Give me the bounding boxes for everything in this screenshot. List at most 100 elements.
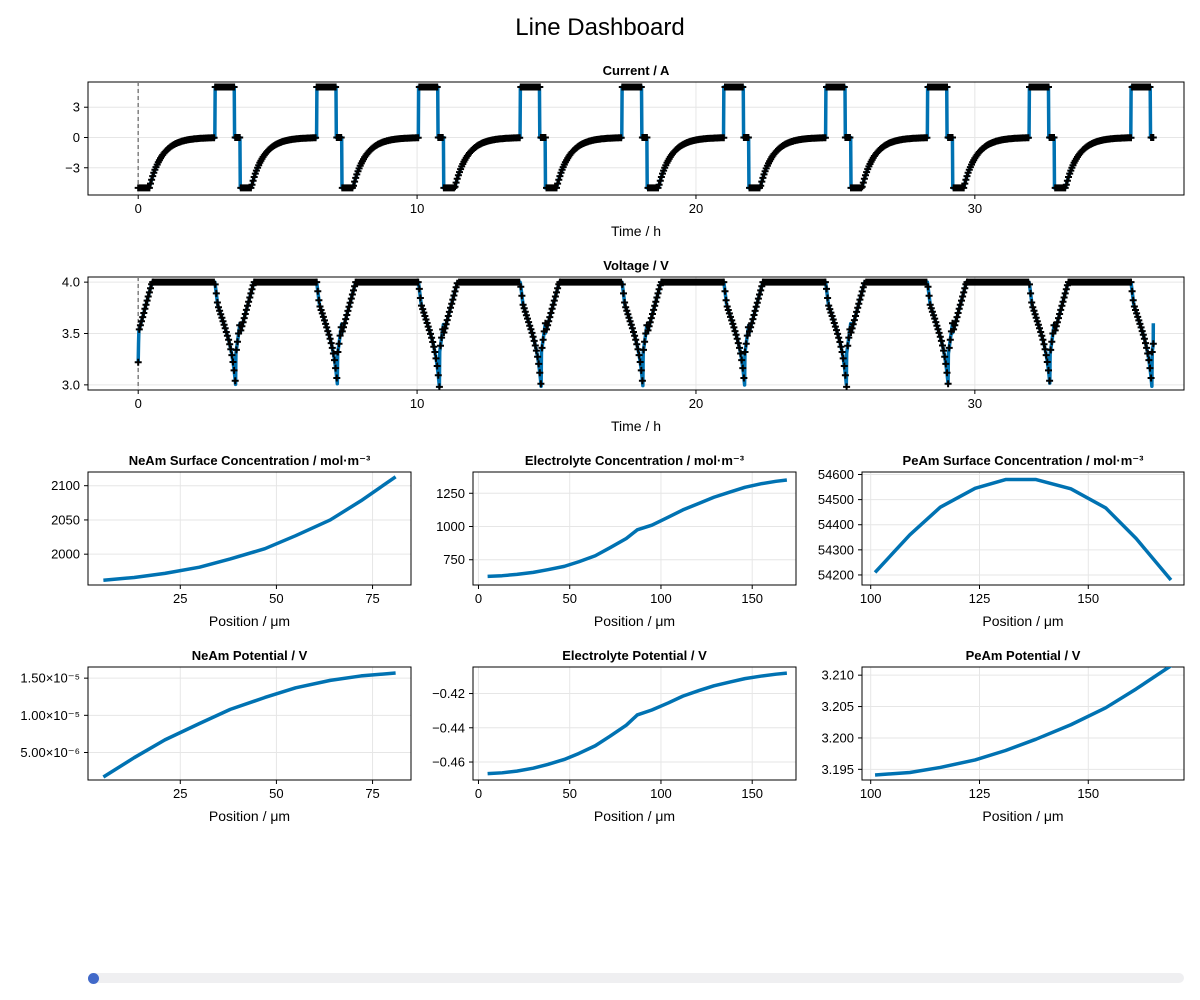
- y-tick-label: 3.200: [821, 730, 854, 745]
- chart-voltage: 0 10 20 30 4.0 3.5 3.0 Voltage / V Time / h: [62, 258, 1185, 434]
- x-tick-label: 75: [365, 591, 379, 606]
- series-line: [487, 478, 788, 579]
- x-axis-label: Position / μm: [594, 808, 675, 824]
- x-axis-label: Time / h: [611, 223, 661, 239]
- y-tick-label: 3.0: [62, 377, 80, 392]
- x-tick-label: 150: [1077, 591, 1099, 606]
- y-tick-label: 5.00×10⁻⁶: [20, 745, 80, 760]
- chart-electrolyte-potential: 0 50 100 150 −0.42 −0.44 −0.46 Electrolyte Pote…: [432, 648, 797, 824]
- y-tick-label: 2000: [51, 547, 80, 562]
- y-tick-label: 1.00×10⁻⁵: [20, 708, 80, 723]
- chart-electrolyte-concentration: 0 50 100 150 750 1000 1250 Electrolyte Concentr…: [436, 453, 797, 629]
- series-group: [134, 83, 1157, 192]
- series-group: [873, 477, 1173, 582]
- chart-title: NeAm Potential / V: [192, 648, 308, 663]
- x-tick-label: 75: [365, 786, 379, 801]
- series-group: [103, 475, 397, 582]
- y-tick-label: 2100: [51, 478, 80, 493]
- plot-frame: [472, 666, 797, 781]
- y-tick-label: 3.205: [821, 699, 854, 714]
- y-tick-label: 1000: [436, 519, 465, 534]
- y-tick-label: 54300: [818, 542, 854, 557]
- x-axis-label: Position / μm: [982, 613, 1063, 629]
- x-tick-label: 25: [173, 786, 187, 801]
- time-slider[interactable]: [88, 973, 1184, 984]
- plot-frame: [472, 471, 797, 586]
- plot-frame: [861, 471, 1185, 586]
- x-tick-label: 100: [860, 786, 882, 801]
- y-tick-label: 1.50×10⁻⁵: [20, 671, 80, 686]
- series-group: [487, 671, 788, 776]
- series-group: [487, 478, 788, 579]
- slider-handle[interactable]: [88, 973, 100, 984]
- chart-title: Voltage / V: [603, 258, 669, 273]
- series-group: [134, 278, 1157, 390]
- plot-frame: [861, 666, 1185, 781]
- y-tick-label: 750: [443, 552, 465, 567]
- dashboard-title: Line Dashboard: [515, 14, 685, 41]
- chart-title: PeAm Surface Concentration / mol·m⁻³: [903, 453, 1145, 468]
- x-tick-label: 20: [689, 396, 703, 411]
- y-tick-label: −0.42: [432, 686, 465, 701]
- series-line: [874, 667, 1172, 777]
- y-tick-label: −0.46: [432, 755, 465, 770]
- x-axis-label: Position / μm: [209, 808, 290, 824]
- y-tick-label: −0.44: [432, 720, 465, 735]
- slider-track[interactable]: [88, 973, 1184, 983]
- chart-title: Current / A: [603, 63, 670, 78]
- x-tick-label: 0: [135, 396, 142, 411]
- series-line: [103, 475, 397, 582]
- y-tick-label: 54600: [818, 467, 854, 482]
- x-tick-label: 50: [269, 591, 283, 606]
- x-axis-label: Position / μm: [209, 613, 290, 629]
- x-tick-label: 50: [269, 786, 283, 801]
- series-markers: [134, 83, 1157, 192]
- x-tick-label: 30: [968, 396, 982, 411]
- y-tick-label: 54500: [818, 492, 854, 507]
- plot-frame: [87, 666, 412, 781]
- y-tick-label: 54400: [818, 517, 854, 532]
- chart-peam-potential: 100 125 150 3.210 3.205 3.200 3.195 PeAm Potent…: [821, 648, 1185, 824]
- series-markers: [134, 278, 1157, 390]
- chart-neam-surface-concentration: 25 50 75 2000 2050 2100 NeAm Surface Concentra…: [51, 453, 412, 629]
- x-tick-label: 125: [969, 786, 991, 801]
- x-tick-label: 10: [410, 201, 424, 216]
- chart-neam-potential: 25 50 75 1.50×10⁻⁵ 1.00×10⁻⁵ 5.00×10⁻⁶ NeAm Po…: [20, 648, 412, 824]
- y-tick-label: −3: [65, 160, 80, 175]
- y-tick-label: 1250: [436, 486, 465, 501]
- x-tick-label: 50: [562, 786, 576, 801]
- x-tick-label: 0: [475, 591, 482, 606]
- chart-title: NeAm Surface Concentration / mol·m⁻³: [129, 453, 371, 468]
- x-tick-label: 125: [969, 591, 991, 606]
- plot-frame: [87, 471, 412, 586]
- x-tick-label: 100: [650, 591, 672, 606]
- x-tick-label: 150: [1077, 786, 1099, 801]
- y-tick-label: 54200: [818, 567, 854, 582]
- plot-frame: [87, 81, 1185, 196]
- x-tick-label: 25: [173, 591, 187, 606]
- y-tick-label: 3: [73, 100, 80, 115]
- x-tick-label: 20: [689, 201, 703, 216]
- x-tick-label: 30: [968, 201, 982, 216]
- series-line: [102, 671, 396, 779]
- y-tick-label: 3.195: [821, 762, 854, 777]
- x-tick-label: 10: [410, 396, 424, 411]
- y-tick-label: 4.0: [62, 275, 80, 290]
- chart-title: Electrolyte Potential / V: [562, 648, 707, 663]
- x-axis-label: Position / μm: [982, 808, 1063, 824]
- x-tick-label: 150: [741, 786, 763, 801]
- y-tick-label: 3.210: [821, 668, 854, 683]
- y-tick-label: 2050: [51, 512, 80, 527]
- series-group: [874, 667, 1172, 777]
- y-tick-label: 3.5: [62, 326, 80, 341]
- x-tick-label: 50: [562, 591, 576, 606]
- x-tick-label: 100: [860, 591, 882, 606]
- x-axis-label: Time / h: [611, 418, 661, 434]
- series-group: [102, 671, 396, 779]
- chart-peam-surface-concentration: 100 125 150 54200 54300 54400 54500 54600 PeAm S…: [818, 453, 1185, 629]
- series-line: [873, 477, 1173, 582]
- series-line: [487, 671, 788, 776]
- chart-title: PeAm Potential / V: [966, 648, 1081, 663]
